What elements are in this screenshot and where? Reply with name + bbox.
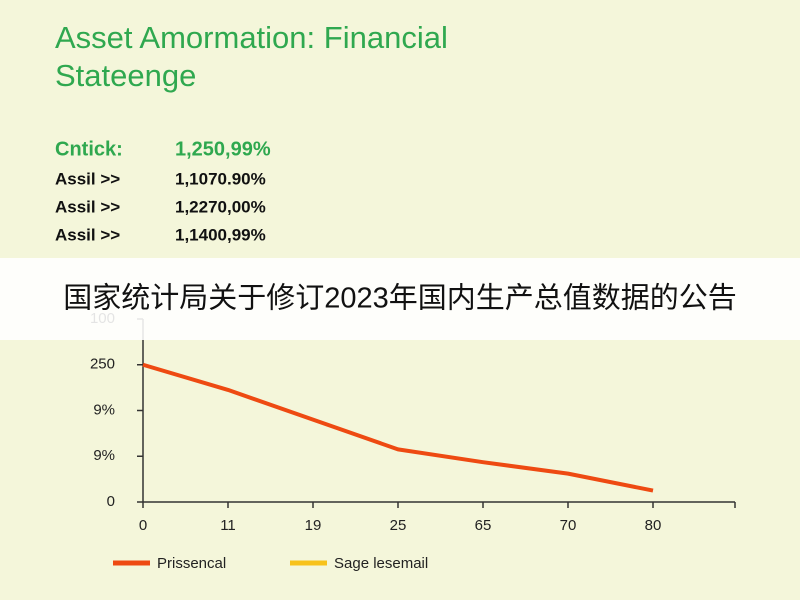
- banner-text: 国家统计局关于修订2023年国内生产总值数据的公告: [63, 282, 737, 315]
- stat-label: Assil >>: [55, 169, 120, 188]
- line-series: [142, 362, 654, 493]
- legend-label: Sage lesemail: [334, 555, 428, 572]
- x-tick-label: 11: [220, 517, 236, 534]
- x-tick-label: 65: [475, 517, 492, 534]
- stat-value: 1,1070.90%: [175, 169, 266, 188]
- x-tick-label: 25: [390, 517, 407, 534]
- title-line: Asset Amormation: Financial: [55, 20, 448, 55]
- y-tick-label: 9%: [93, 401, 115, 418]
- stat-value: 1,2270,00%: [175, 197, 266, 216]
- stat-label: Cntick:: [55, 138, 123, 160]
- stat-value: 1,250,99%: [175, 138, 271, 160]
- y-tick-label: 0: [107, 493, 115, 510]
- x-tick-label: 0: [139, 517, 147, 534]
- legend-label: Prissencal: [157, 555, 226, 572]
- x-tick-label: 19: [305, 517, 322, 534]
- x-tick-label: 80: [645, 517, 662, 534]
- stat-label: Assil >>: [55, 197, 120, 216]
- stat-value: 1,1400,99%: [175, 225, 266, 244]
- banner-bg: [0, 258, 800, 340]
- y-tick-label: 250: [90, 356, 115, 373]
- x-tick-label: 70: [560, 517, 577, 534]
- y-tick-label: 9%: [93, 447, 115, 464]
- stat-label: Assil >>: [55, 225, 120, 244]
- title-line: Stateenge: [55, 58, 196, 93]
- stats: Cntick: 1,250,99% Assil >> 1,1070.90% Assil …: [55, 138, 271, 244]
